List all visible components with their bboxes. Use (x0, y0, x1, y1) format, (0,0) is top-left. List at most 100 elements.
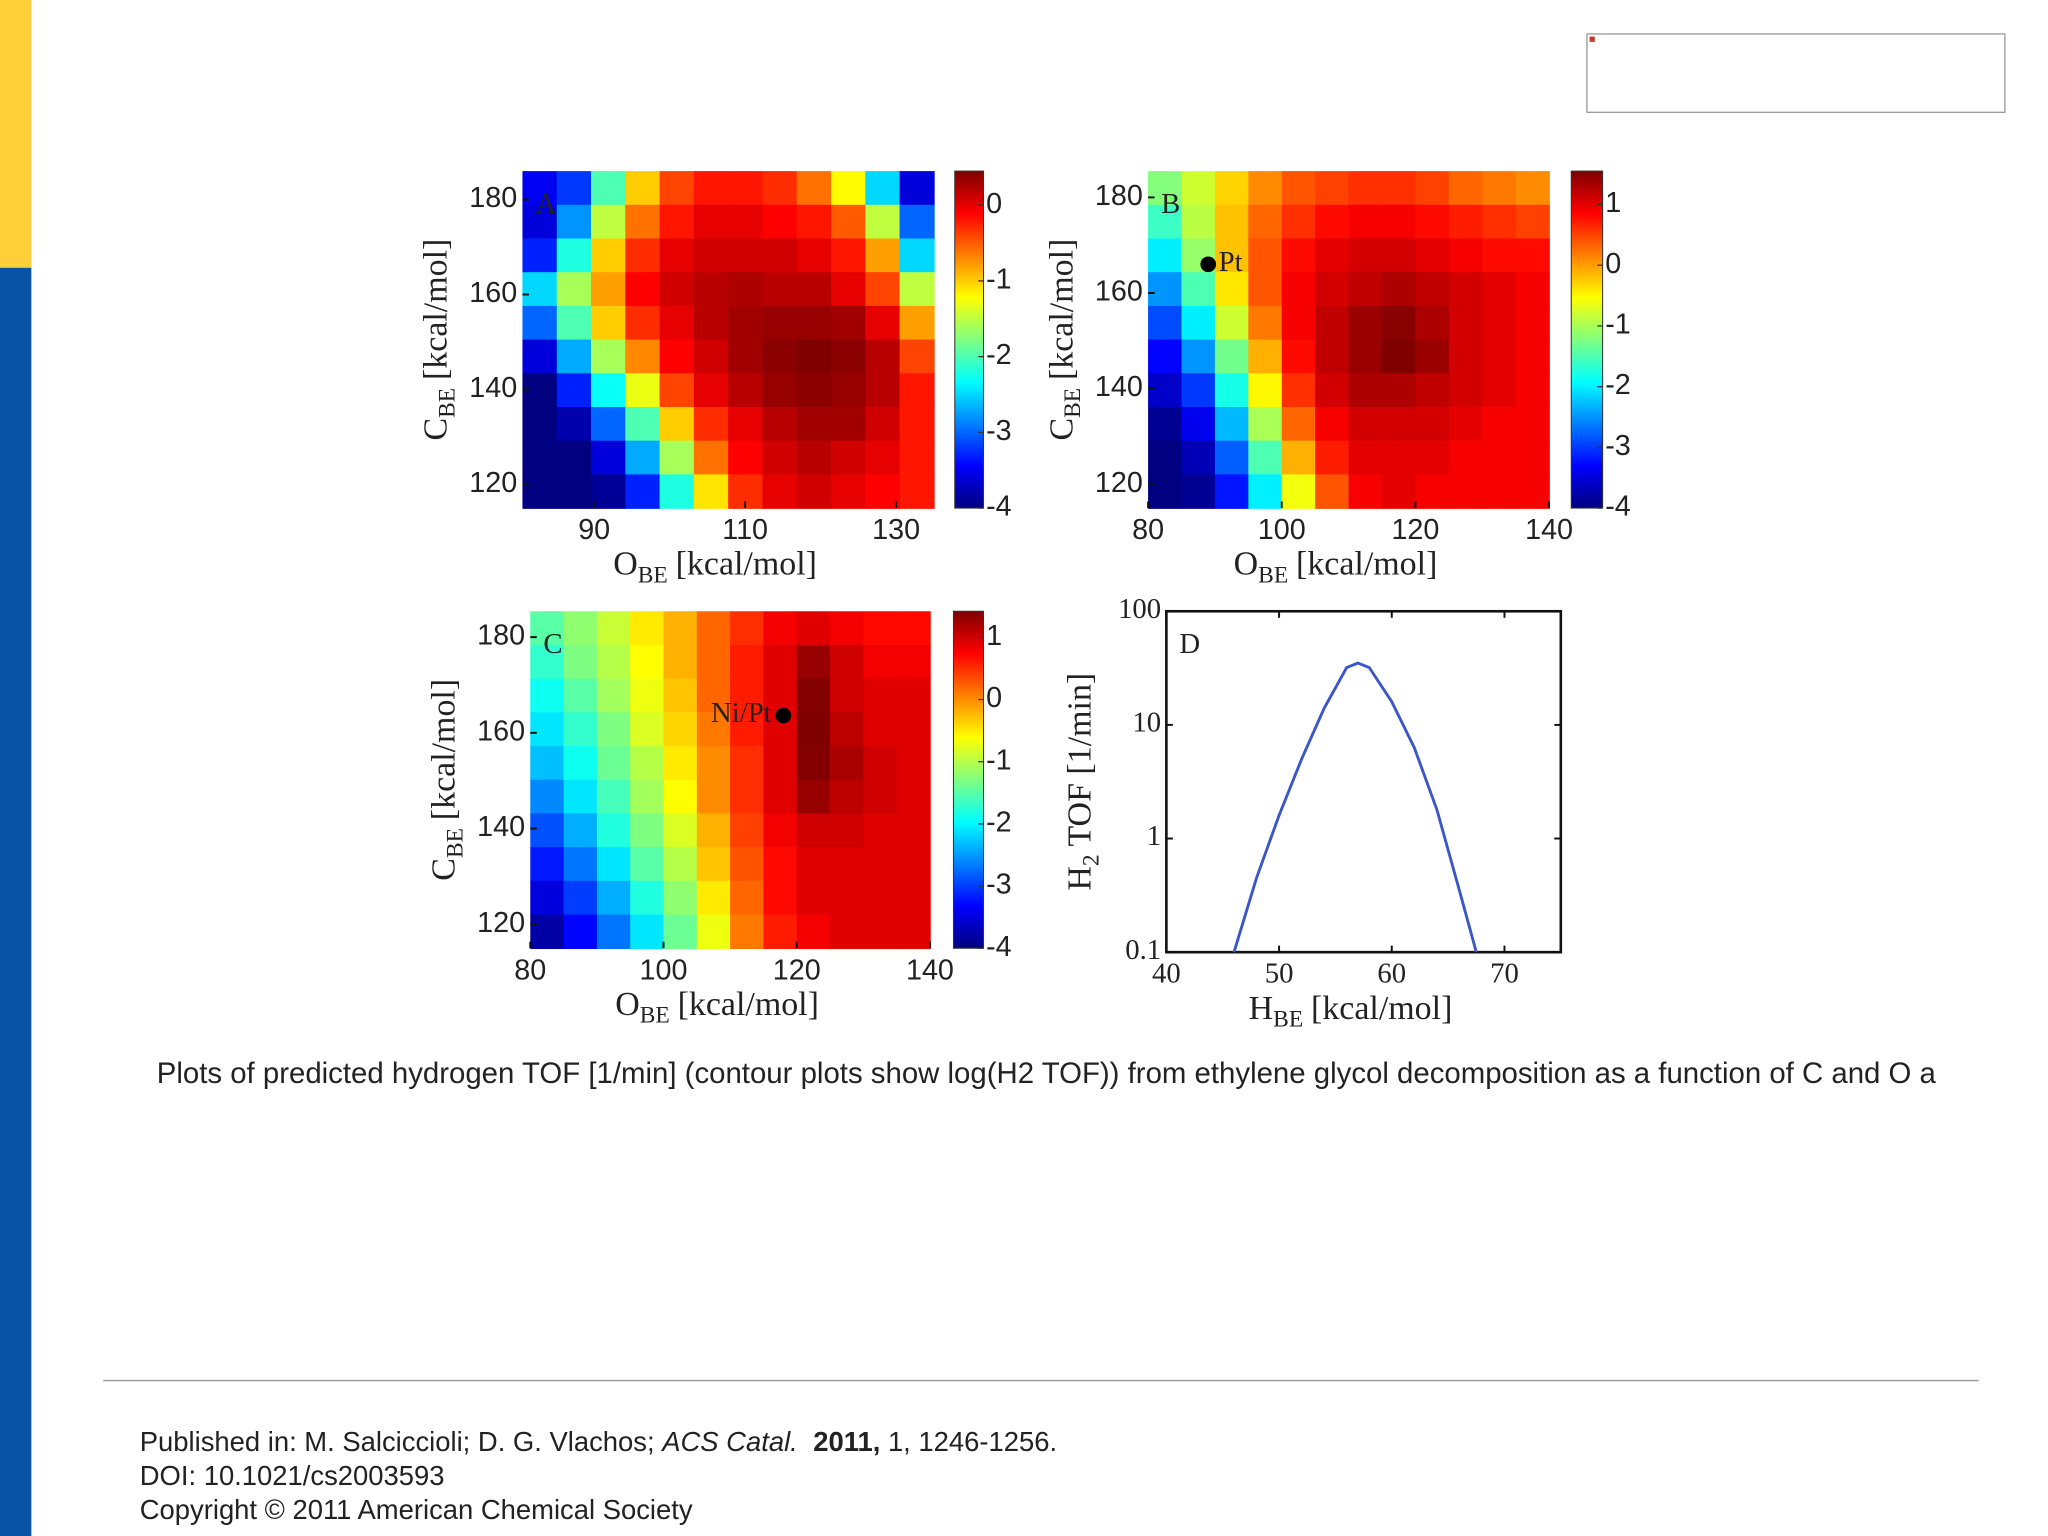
image-placeholder (1586, 33, 2006, 113)
heat-cell (522, 305, 558, 341)
heat-cell (693, 204, 729, 240)
heat-cell (899, 339, 935, 375)
heat-cell (896, 678, 931, 714)
axis-label-main: O (615, 986, 640, 1023)
heat-cell (1415, 171, 1450, 206)
heat-cell (796, 305, 832, 341)
heat-cell (1214, 339, 1250, 375)
heat-cell (730, 847, 765, 882)
heat-cell (896, 914, 931, 950)
heat-cell (865, 171, 901, 206)
heat-cell (1248, 171, 1283, 206)
heat-cell (863, 880, 898, 916)
heat-cell (591, 474, 627, 509)
heat-cell (863, 644, 898, 680)
heat-cell (1248, 238, 1283, 273)
heat-cell (659, 406, 695, 442)
heat-cell (659, 238, 695, 273)
heat-cell (830, 813, 865, 848)
heat-cell (796, 847, 831, 882)
heat-cell (830, 644, 865, 680)
colorbar-tick-label: 0 (1605, 248, 1621, 280)
colorbar-tick-label: -2 (986, 339, 1012, 371)
heat-cell (1148, 440, 1183, 476)
colorbar-tick-label: 1 (1605, 187, 1621, 219)
heat-cell (1181, 305, 1216, 341)
heat-cell (659, 272, 695, 307)
heat-cell (728, 238, 764, 273)
heat-cell (596, 880, 631, 916)
heat-cell (830, 678, 865, 714)
axis-label-unit: [kcal/mol] (678, 986, 819, 1023)
heat-cell (556, 204, 592, 240)
heat-cell (1181, 474, 1216, 509)
heat-cell (630, 880, 665, 916)
axis-label-sub: BE (638, 563, 668, 589)
heat-cell (728, 305, 764, 341)
heat-cell (831, 440, 867, 476)
heat-cell (1281, 171, 1316, 206)
colorbar-tick-label: -1 (986, 744, 1012, 776)
heat-cell (796, 474, 832, 509)
heat-cell (556, 440, 592, 476)
heat-cell (596, 847, 631, 882)
heat-cell (1415, 272, 1450, 307)
heat-cell (1381, 440, 1417, 476)
heat-cell (899, 171, 935, 206)
axis-label-main: O (613, 546, 638, 583)
heat-cell (696, 611, 731, 646)
heat-cell (693, 339, 729, 375)
heat-cell (556, 474, 592, 509)
heat-cell (763, 847, 798, 882)
axis-label-unit: [kcal/mol] (426, 679, 463, 820)
heat-cell (1148, 171, 1183, 206)
heat-cell (762, 171, 798, 206)
heat-cell (1348, 440, 1383, 476)
heat-cell (1348, 171, 1383, 206)
heat-cell (830, 611, 865, 646)
heat-cell (696, 847, 731, 882)
y-tick-label: 180 (1095, 180, 1143, 212)
heat-cell (1448, 204, 1484, 240)
heat-cell (831, 238, 867, 273)
heat-cell (1415, 406, 1450, 442)
heat-cell (625, 440, 661, 476)
heat-cell (796, 813, 831, 848)
heat-cell (625, 204, 661, 240)
heat-cell (796, 406, 832, 442)
heat-cell (556, 305, 592, 341)
colorbar-tick-label: -4 (1605, 491, 1631, 523)
heat-cell (728, 171, 764, 206)
x-tick-label: 80 (514, 954, 546, 986)
heat-cell (1482, 204, 1517, 240)
heat-cell (830, 847, 865, 882)
y-tick-label: 0.1 (1125, 934, 1161, 966)
panel-label: C (543, 628, 562, 660)
heat-cell (663, 847, 698, 882)
heat-cell (730, 746, 765, 781)
heat-cell (1348, 406, 1383, 442)
heat-cell (762, 238, 798, 273)
x-tick-label: 120 (773, 954, 821, 986)
heat-cell (659, 440, 695, 476)
axis-label: OBE [kcal/mol] (613, 546, 817, 589)
heat-cell (796, 339, 832, 375)
heat-cell (563, 678, 598, 714)
y-tick-label: 160 (1095, 276, 1143, 308)
heat-cell (1181, 373, 1216, 408)
panel-label: B (1161, 188, 1180, 220)
heat-cell (696, 880, 731, 916)
heat-cell (1482, 440, 1517, 476)
heat-cell (730, 813, 765, 848)
colorbar-tick-label: 1 (986, 620, 1002, 652)
heat-cell (1348, 305, 1383, 341)
heat-cell (630, 611, 665, 646)
heat-cell (530, 813, 565, 848)
heat-cell (630, 813, 665, 848)
heat-cell (1281, 339, 1316, 375)
heat-cell (865, 305, 901, 341)
heat-cell (730, 611, 765, 646)
colorbar-tick-label: -3 (1605, 430, 1631, 462)
heat-cell (1515, 474, 1550, 509)
